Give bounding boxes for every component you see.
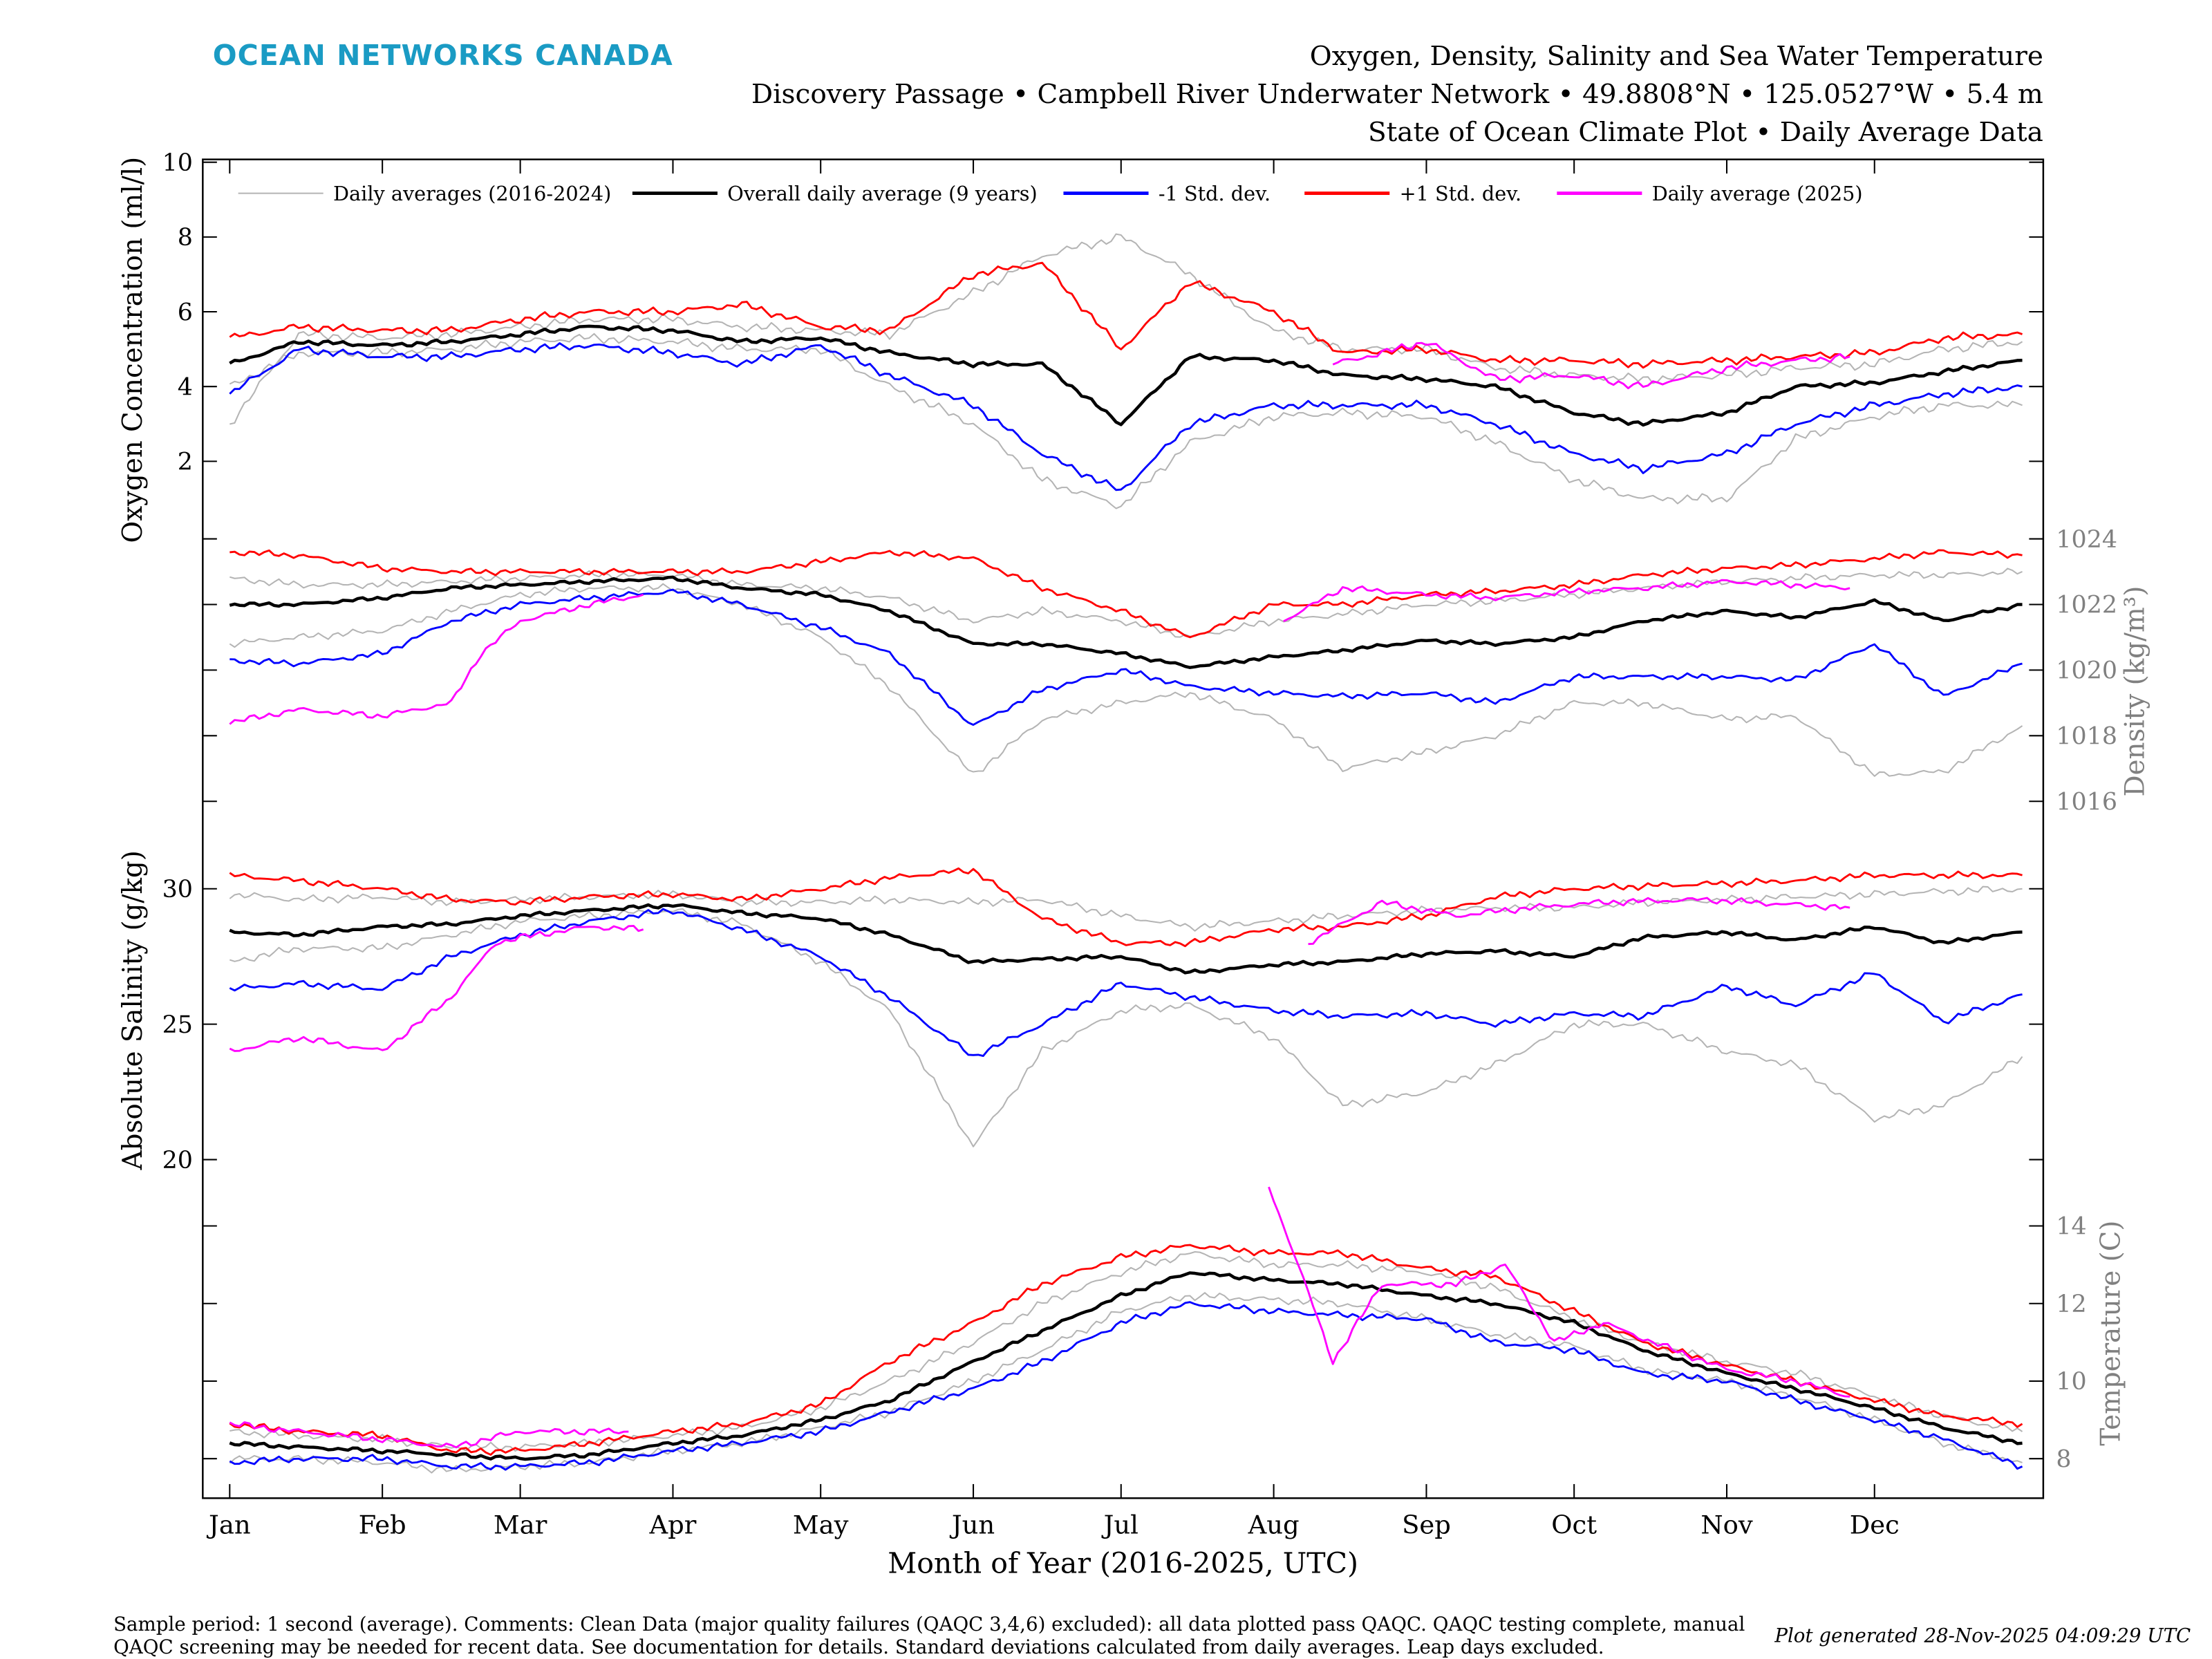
y-tick-label-oxygen: 10 (162, 149, 193, 177)
chart-title: Oxygen, Density, Salinity and Sea Water … (1310, 41, 2043, 72)
y-axis-label-oxygen: Oxygen Concentration (ml/l) (118, 157, 149, 543)
footer-comment-2: QAQC screening may be needed for recent … (113, 1635, 1604, 1658)
y-tick-label-oxygen: 6 (178, 299, 193, 326)
x-tick-label: Jun (949, 1510, 995, 1539)
series-salinity-minus-std (229, 908, 2023, 1057)
panel-salinity (229, 867, 2023, 1147)
x-tick-label: May (793, 1510, 849, 1539)
panel-density (229, 549, 2023, 777)
x-tick-label: Jan (206, 1510, 251, 1539)
series-density-plus-std (229, 549, 2023, 639)
series-density-daily-averages-line (229, 568, 2023, 638)
legend-label-current: Daily average (2025) (1652, 182, 1863, 205)
y-tick-label-density: 1022 (2056, 592, 2117, 619)
series-oxygen-2025 (1332, 341, 1850, 390)
series-density-mean (229, 575, 2023, 669)
series-salinity-mean (229, 903, 2023, 975)
plot-area (229, 233, 2023, 1474)
x-tick-label: Oct (1551, 1510, 1597, 1539)
y-tick-label-oxygen: 4 (178, 374, 193, 402)
y-tick-label-density: 1016 (2056, 789, 2117, 816)
y-tick-label-temperature: 8 (2056, 1446, 2071, 1474)
x-axis-label: Month of Year (2016-2025, UTC) (888, 1547, 1358, 1580)
series-temperature-plus-std (229, 1244, 2023, 1456)
series-oxygen-plus-std (229, 261, 2023, 369)
y-axis-label-temperature: Temperature (C) (2096, 1220, 2127, 1445)
legend: Daily averages (2016-2024) Overall daily … (238, 182, 1863, 205)
x-tick-label: Apr (649, 1510, 697, 1539)
y-tick-label-density: 1024 (2056, 526, 2117, 554)
x-tick-label: Aug (1248, 1510, 1300, 1539)
y-tick-label-oxygen: 8 (178, 224, 193, 252)
x-tick-label: Feb (359, 1510, 406, 1539)
series-oxygen-daily-averages-line (229, 233, 2023, 425)
legend-label-mean: Overall daily average (9 years) (727, 182, 1037, 205)
series-temperature-mean (229, 1271, 2023, 1461)
y-tick-label-salinity: 20 (162, 1147, 193, 1174)
plot-generated: Plot generated 28-Nov-2025 04:09:29 UTC (1774, 1624, 2191, 1647)
x-tick-label: Jul (1101, 1510, 1138, 1539)
series-oxygen-minus-std (229, 342, 2023, 491)
chart-subtitle-2: State of Ocean Climate Plot • Daily Aver… (1368, 117, 2043, 148)
series-density-daily-averages-line (229, 583, 2023, 777)
series-temperature-daily-averages-line (229, 1251, 2023, 1452)
x-tick-label: Dec (1850, 1510, 1900, 1539)
y-tick-label-temperature: 12 (2056, 1291, 2086, 1318)
y-tick-label-salinity: 30 (162, 876, 193, 903)
footer-comment-1: Sample period: 1 second (average). Comme… (113, 1613, 1745, 1635)
panel-temperature (229, 1186, 2023, 1474)
y-tick-label-temperature: 10 (2056, 1368, 2086, 1396)
series-salinity-2025 (1308, 897, 1850, 946)
series-salinity-plus-std (229, 867, 2023, 948)
legend-label-minus: -1 Std. dev. (1159, 182, 1271, 205)
series-density-minus-std (229, 588, 2023, 726)
series-temperature-minus-std (229, 1301, 2023, 1471)
plot-frame (202, 158, 2045, 1499)
x-tick-label: Sep (1402, 1510, 1451, 1539)
x-tick-label: Nov (1700, 1510, 1753, 1539)
onc-logo: OCEAN NETWORKS CANADA (213, 39, 673, 72)
panel-oxygen (229, 233, 2023, 509)
series-density-2025 (1283, 579, 1850, 623)
legend-label-gray: Daily averages (2016-2024) (333, 182, 611, 205)
y-tick-label-density: 1020 (2056, 657, 2117, 685)
series-oxygen-daily-averages-line (229, 332, 2023, 509)
y-tick-label-oxygen: 2 (178, 449, 193, 476)
y-tick-label-temperature: 14 (2056, 1213, 2086, 1241)
y-axis-label-density: Density (kg/m³) (2119, 586, 2150, 797)
x-tick-label: Mar (494, 1510, 547, 1539)
y-tick-label-salinity: 25 (162, 1011, 193, 1039)
y-axis-label-salinity: Absolute Salinity (g/kg) (118, 850, 149, 1170)
series-temperature-2025 (1268, 1186, 1850, 1398)
series-density-2025 (229, 593, 644, 725)
series-salinity-daily-averages-line (229, 908, 2023, 1147)
series-oxygen-mean (229, 324, 2023, 427)
axes: Jan Feb Mar Apr May Jun Jul Aug Sep Oct Nov Dec 2 4 6 8… (118, 149, 2151, 1539)
series-temperature-2025 (229, 1421, 629, 1449)
chart-subtitle: Discovery Passage • Campbell River Under… (751, 79, 2043, 110)
y-tick-label-density: 1018 (2056, 723, 2117, 751)
legend-label-plus: +1 Std. dev. (1400, 182, 1522, 205)
series-temperature-daily-averages-line (229, 1292, 2023, 1474)
series-salinity-2025 (229, 924, 644, 1052)
